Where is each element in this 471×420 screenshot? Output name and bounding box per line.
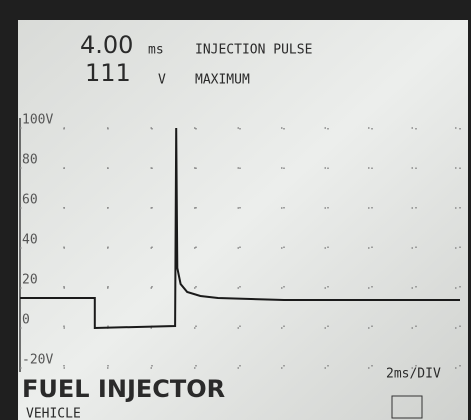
y-tick-label: -20V	[22, 353, 53, 368]
menu-label: VEHICLE	[26, 407, 81, 420]
time-label: INJECTION PULSE	[195, 43, 312, 58]
scope-screen: 4.00 ms INJECTION PULSE 111 V MAXIMUM 2m…	[0, 0, 471, 420]
volt-unit: V	[158, 73, 166, 88]
time-unit: ms	[148, 43, 164, 58]
y-tick-label: 100V	[22, 113, 53, 128]
volt-value: 111	[85, 59, 131, 87]
time-value: 4.00	[80, 31, 133, 59]
y-tick-label: 0	[22, 313, 30, 328]
y-tick-label: 60	[22, 193, 38, 208]
volt-label: MAXIMUM	[195, 73, 250, 88]
channel-label: FUEL INJECTOR	[22, 375, 225, 403]
y-tick-label: 80	[22, 153, 38, 168]
y-tick-label: 20	[22, 273, 38, 288]
y-tick-label: 40	[22, 233, 38, 248]
scale-label: 2ms/DIV	[386, 367, 441, 382]
